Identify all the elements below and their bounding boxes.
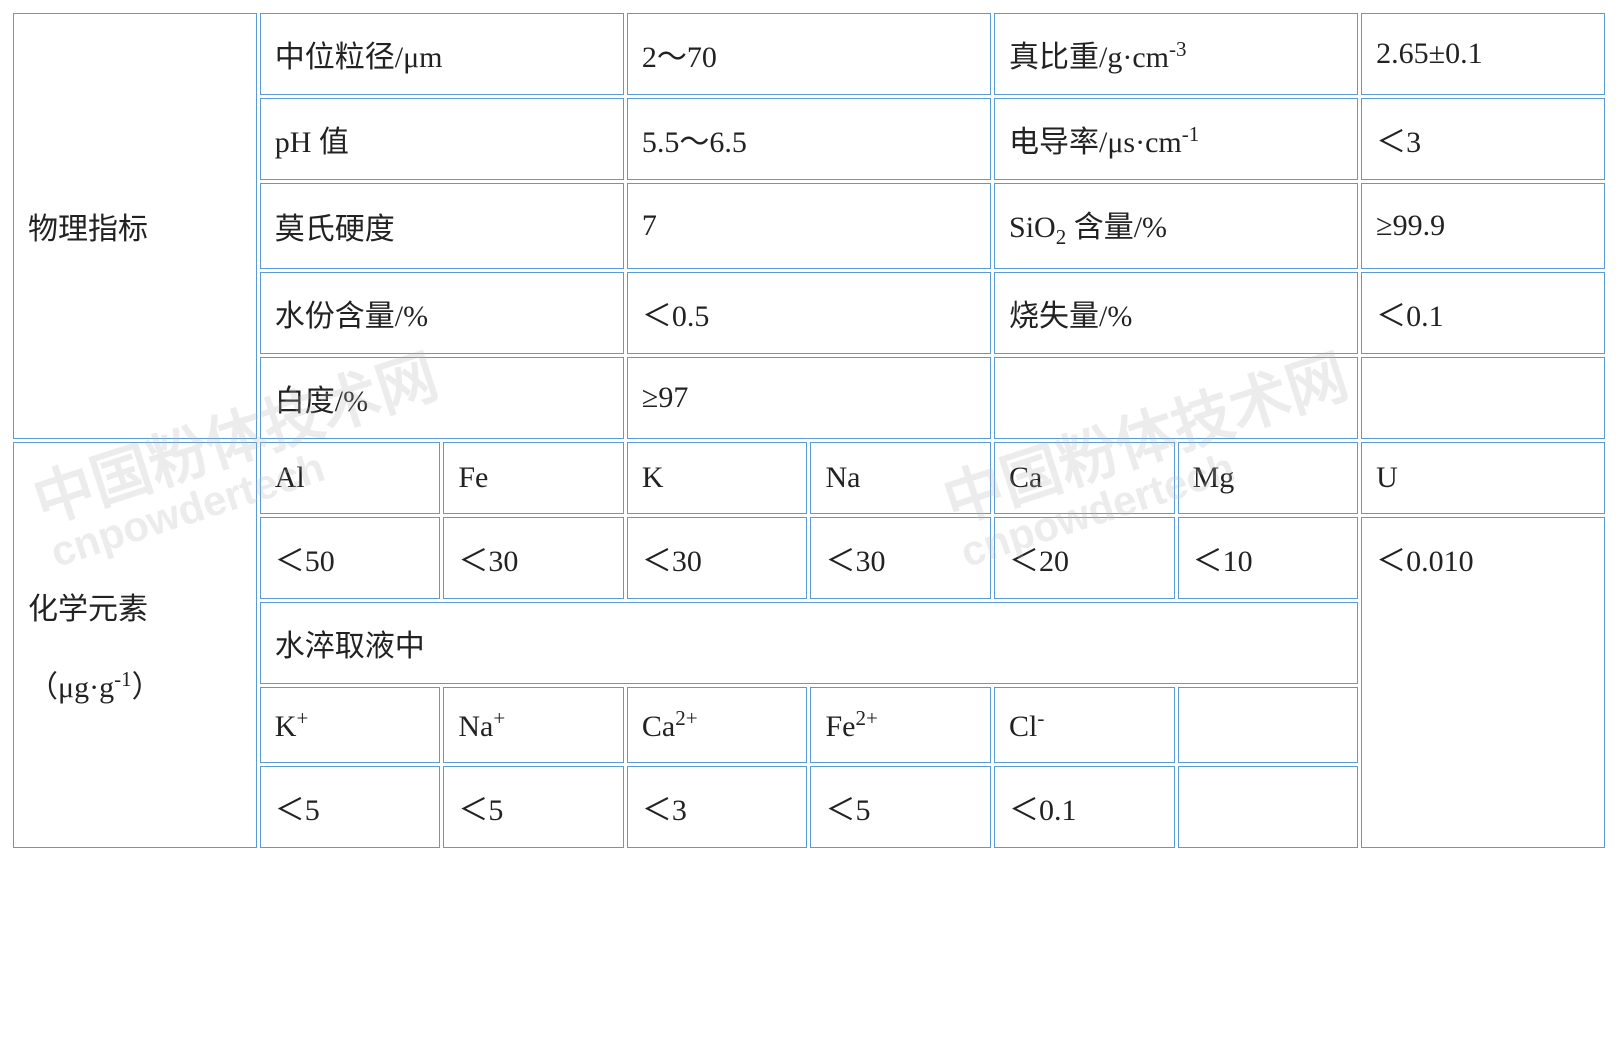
phys-val: ＜0.5 xyxy=(627,272,991,354)
phys-val: ≥97 xyxy=(627,357,991,439)
phys-key: 中位粒径/μm xyxy=(260,13,624,95)
phys-val: 2.65±0.1 xyxy=(1361,13,1605,95)
elem-val: ＜20 xyxy=(994,517,1175,599)
ion-val: ＜5 xyxy=(810,766,991,848)
phys-val: ＜0.1 xyxy=(1361,272,1605,354)
elem-val: ＜30 xyxy=(627,517,808,599)
section2-header: 化学元素（μg·g-1） xyxy=(13,442,257,848)
elem-name: Al xyxy=(260,442,441,514)
table-container: 中国粉体技术网 cnpowdertech 中国粉体技术网 cnpowdertec… xyxy=(10,10,1608,851)
phys-key: 水份含量/% xyxy=(260,272,624,354)
phys-key: 白度/% xyxy=(260,357,624,439)
elem-val: ＜10 xyxy=(1178,517,1359,599)
ion-name: Cl- xyxy=(994,687,1175,763)
ion-val xyxy=(1178,766,1359,848)
elem-val-u: ＜0.010 xyxy=(1361,517,1605,848)
phys-val: 7 xyxy=(627,183,991,269)
aqueous-label: 水淬取液中 xyxy=(260,602,1358,684)
ion-val: ＜5 xyxy=(443,766,624,848)
spec-table: 物理指标 中位粒径/μm 2～70 真比重/g·cm-3 2.65±0.1 pH… xyxy=(10,10,1608,851)
phys-key: 真比重/g·cm-3 xyxy=(994,13,1358,95)
phys-val: ＜3 xyxy=(1361,98,1605,180)
phys-key: SiO2 含量/% xyxy=(994,183,1358,269)
phys-val xyxy=(1361,357,1605,439)
phys-key: pH 值 xyxy=(260,98,624,180)
table-row: 化学元素（μg·g-1） Al Fe K Na Ca Mg U xyxy=(13,442,1605,514)
table-row: 物理指标 中位粒径/μm 2～70 真比重/g·cm-3 2.65±0.1 xyxy=(13,13,1605,95)
elem-name: Fe xyxy=(443,442,624,514)
ion-val: ＜3 xyxy=(627,766,808,848)
elem-val: ＜30 xyxy=(810,517,991,599)
phys-key: 莫氏硬度 xyxy=(260,183,624,269)
phys-val: 2～70 xyxy=(627,13,991,95)
elem-name: U xyxy=(1361,442,1605,514)
ion-val: ＜0.1 xyxy=(994,766,1175,848)
ion-name: K+ xyxy=(260,687,441,763)
elem-name: Mg xyxy=(1178,442,1359,514)
ion-name: Fe2+ xyxy=(810,687,991,763)
ion-name xyxy=(1178,687,1359,763)
section1-header: 物理指标 xyxy=(13,13,257,439)
ion-name: Ca2+ xyxy=(627,687,808,763)
phys-val: 5.5～6.5 xyxy=(627,98,991,180)
elem-name: K xyxy=(627,442,808,514)
ion-name: Na+ xyxy=(443,687,624,763)
elem-val: ＜50 xyxy=(260,517,441,599)
ion-val: ＜5 xyxy=(260,766,441,848)
phys-key xyxy=(994,357,1358,439)
elem-name: Na xyxy=(810,442,991,514)
elem-name: Ca xyxy=(994,442,1175,514)
phys-key: 烧失量/% xyxy=(994,272,1358,354)
elem-val: ＜30 xyxy=(443,517,624,599)
phys-key: 电导率/μs·cm-1 xyxy=(994,98,1358,180)
phys-val: ≥99.9 xyxy=(1361,183,1605,269)
